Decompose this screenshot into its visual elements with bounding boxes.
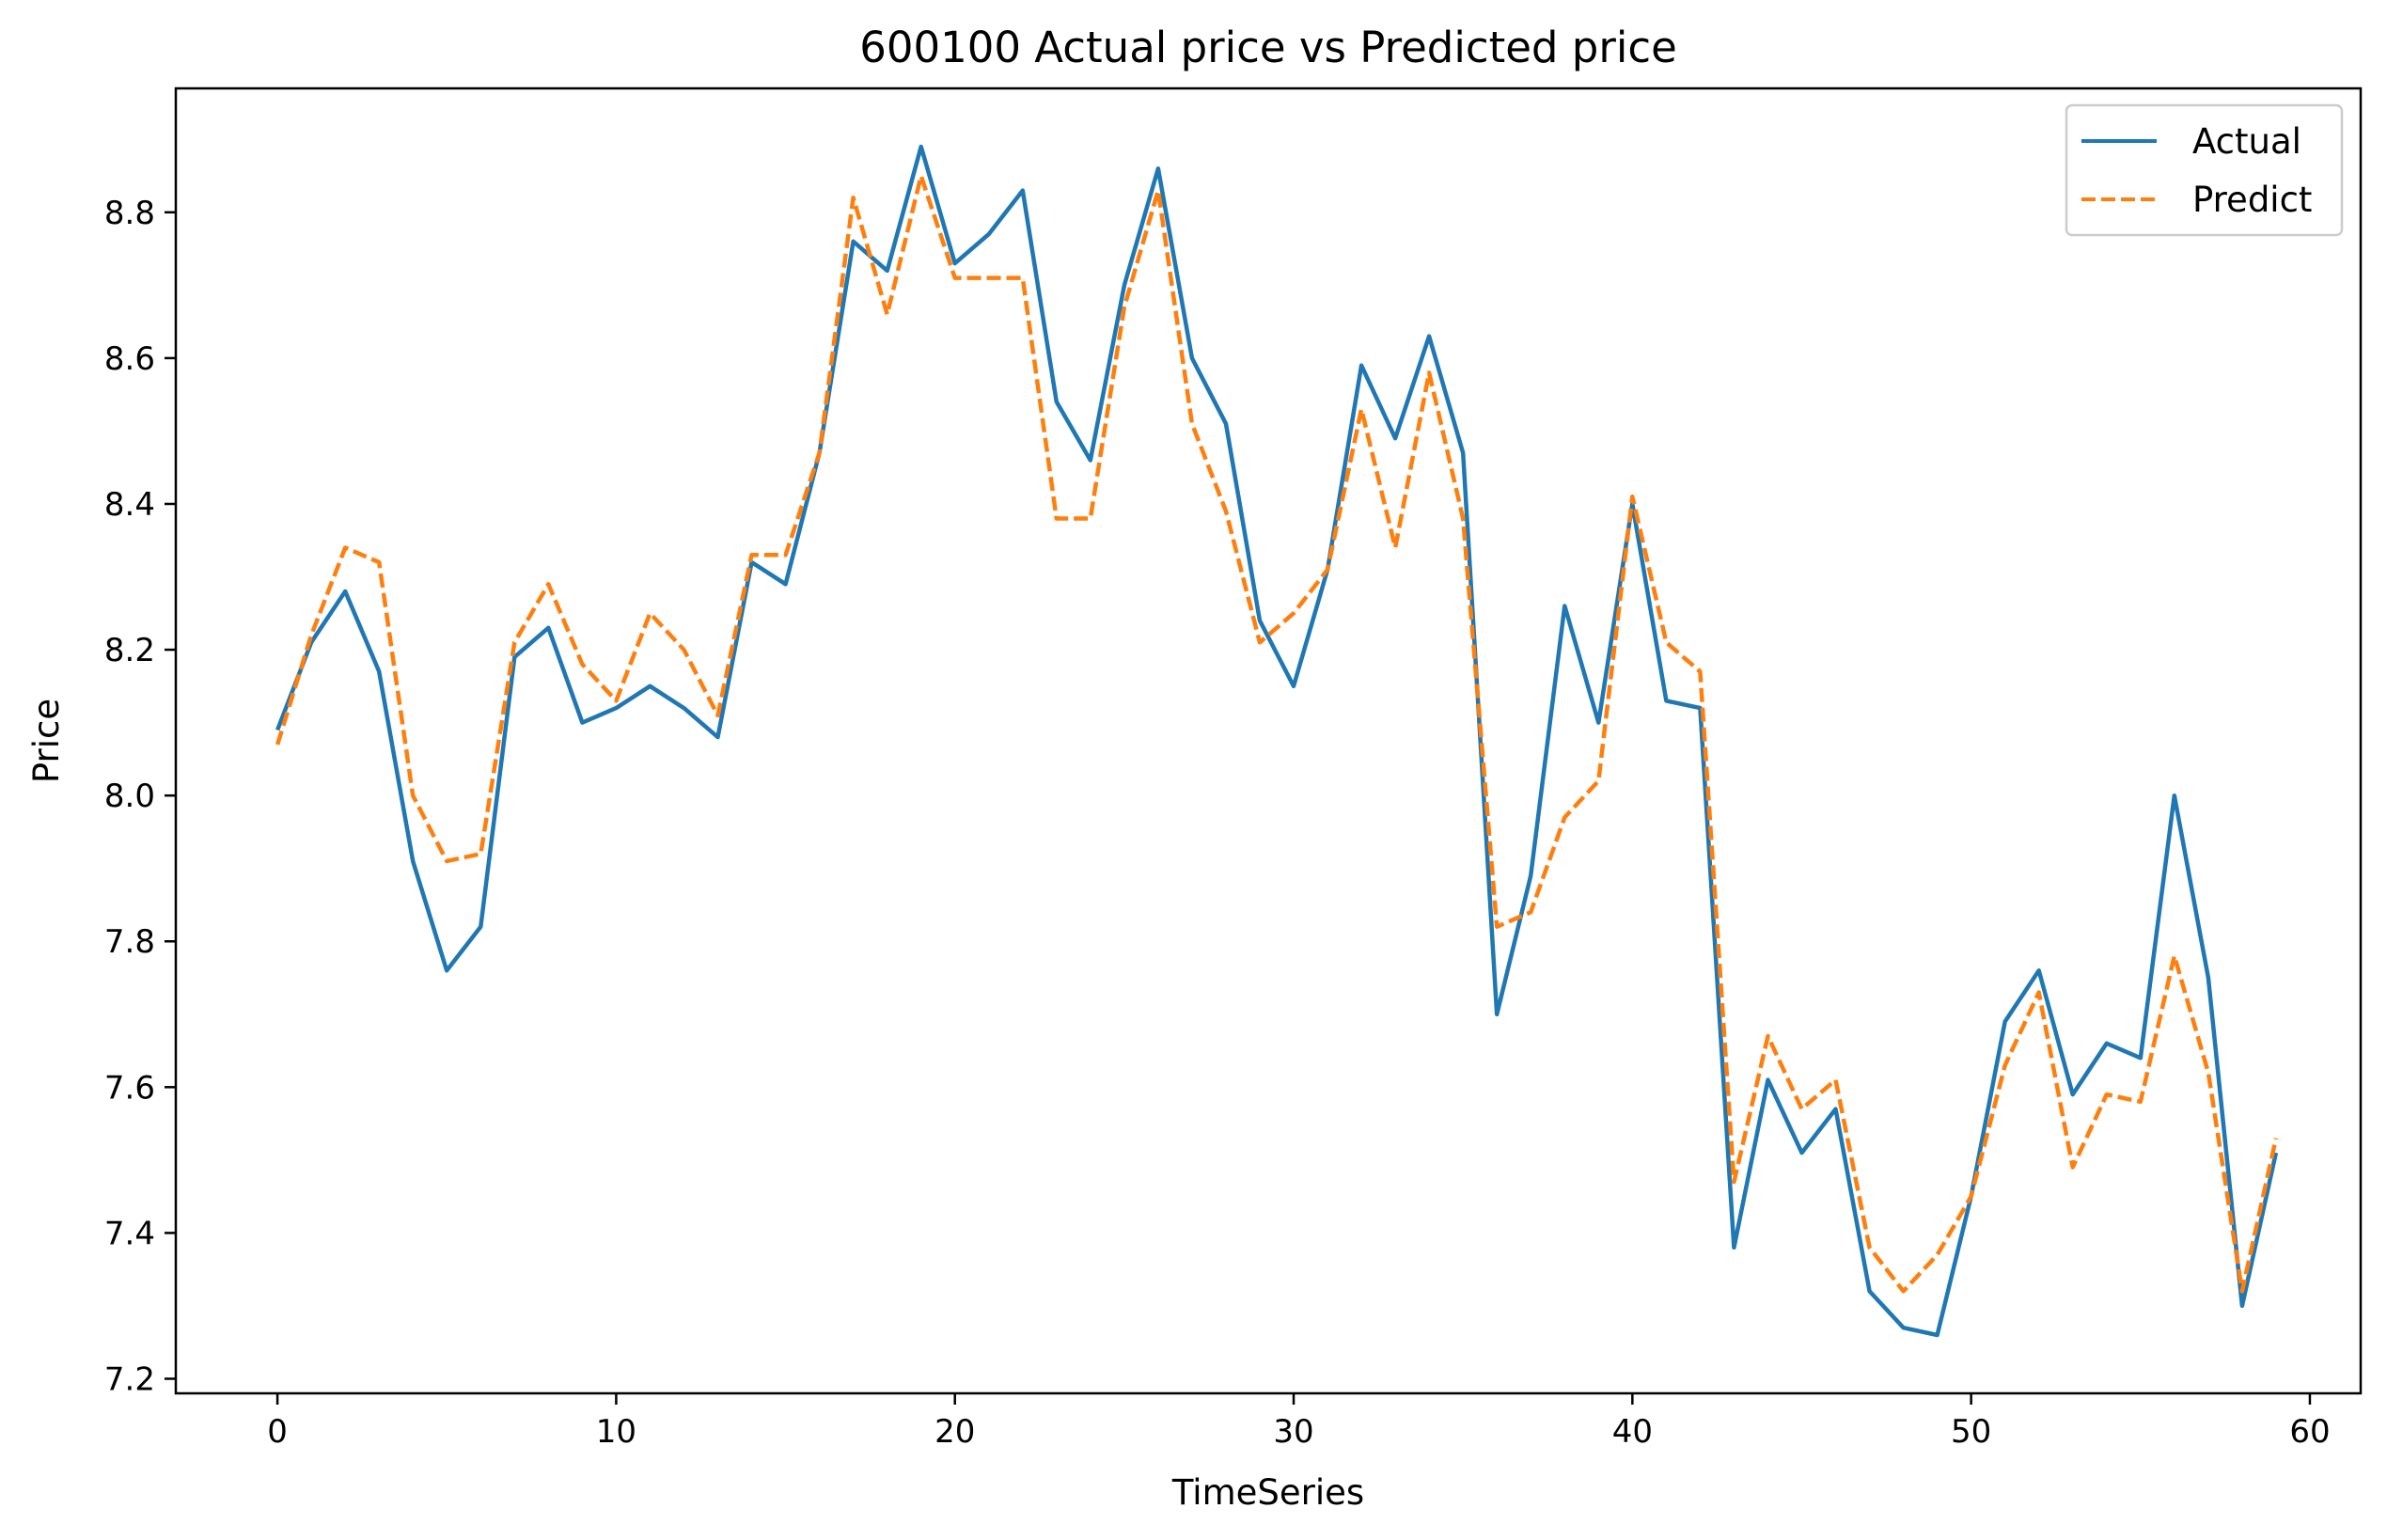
series-line-actual [275,144,2279,1338]
y-tick-label: 8.4 [104,486,155,524]
series-line-predict [275,173,2279,1294]
plot-frame [174,86,2363,1395]
y-tick-label: 8.6 [104,340,155,378]
x-axis-label: TimeSeries [1171,1472,1364,1513]
x-tick-label: 10 [596,1413,636,1451]
x-tick-label: 40 [1612,1413,1653,1451]
legend: Actual Predict [2065,103,2344,237]
legend-label-actual: Actual [2192,121,2301,162]
y-tick-label: 8.8 [104,195,155,232]
x-tick-label: 50 [1951,1413,1991,1451]
x-tick-label: 60 [2289,1413,2330,1451]
x-axis-ticks: 0 10 20 30 40 50 60 [267,1393,2331,1451]
series-layer [275,144,2279,1338]
y-tick-label: 7.8 [104,923,155,961]
plot-background [176,88,2361,1393]
x-tick-label: 30 [1273,1413,1313,1451]
y-tick-label: 8.0 [104,778,155,815]
y-tick-label: 8.2 [104,632,155,669]
y-axis-ticks: 7.2 7.4 7.6 7.8 8.0 8.2 8.4 8.6 8.8 [104,195,176,1398]
y-tick-label: 7.2 [104,1360,155,1398]
y-axis-label: Price [26,699,67,783]
legend-frame [2065,103,2344,237]
plot-area [174,86,2363,1395]
legend-label-predict: Predict [2192,180,2312,220]
y-tick-label: 7.4 [104,1215,155,1252]
chart-title: 600100 Actual price vs Predicted price [859,23,1677,72]
x-tick-label: 0 [267,1413,288,1451]
y-tick-label: 7.6 [104,1069,155,1107]
x-tick-label: 20 [934,1413,975,1451]
